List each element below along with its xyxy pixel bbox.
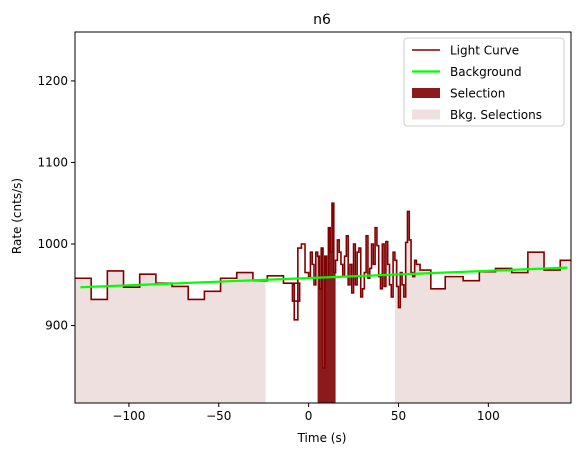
x-tick-label: 0 <box>305 409 313 423</box>
x-tick-label: 100 <box>477 409 500 423</box>
y-tick-label: 1000 <box>37 237 68 251</box>
light-curve-line <box>75 202 571 369</box>
plot-area <box>75 202 571 403</box>
selection-region <box>317 203 336 403</box>
bkg-selection-region-0 <box>75 270 266 403</box>
legend-label: Bkg. Selections <box>450 108 542 122</box>
legend-swatch-patch <box>412 88 440 98</box>
y-axis-label: Rate (cnts/s) <box>10 178 24 254</box>
y-tick-label: 1200 <box>37 74 68 88</box>
y-tick-label: 1100 <box>37 155 68 169</box>
x-tick-label: −100 <box>112 409 145 423</box>
background-fit-line <box>80 266 568 289</box>
legend-swatch-patch <box>412 109 440 120</box>
x-axis-label: Time (s) <box>297 431 347 445</box>
axes: −100 −50 0 50 100 900 1000 1100 1200 <box>37 31 572 423</box>
axes-frame <box>74 31 572 404</box>
legend-box <box>403 37 565 127</box>
legend: Light Curve Background Selection Bkg. Selec… <box>403 37 565 127</box>
chart-title: n6 <box>313 12 331 28</box>
x-tick-label: −50 <box>206 409 231 423</box>
x-tick-label: 50 <box>391 409 406 423</box>
y-tick-label: 900 <box>45 319 68 333</box>
plot-content <box>75 202 571 403</box>
legend-label: Selection <box>450 87 505 101</box>
legend-label: Light Curve <box>450 44 519 58</box>
legend-label: Background <box>450 65 522 79</box>
bkg-selection-region-1 <box>394 211 571 403</box>
